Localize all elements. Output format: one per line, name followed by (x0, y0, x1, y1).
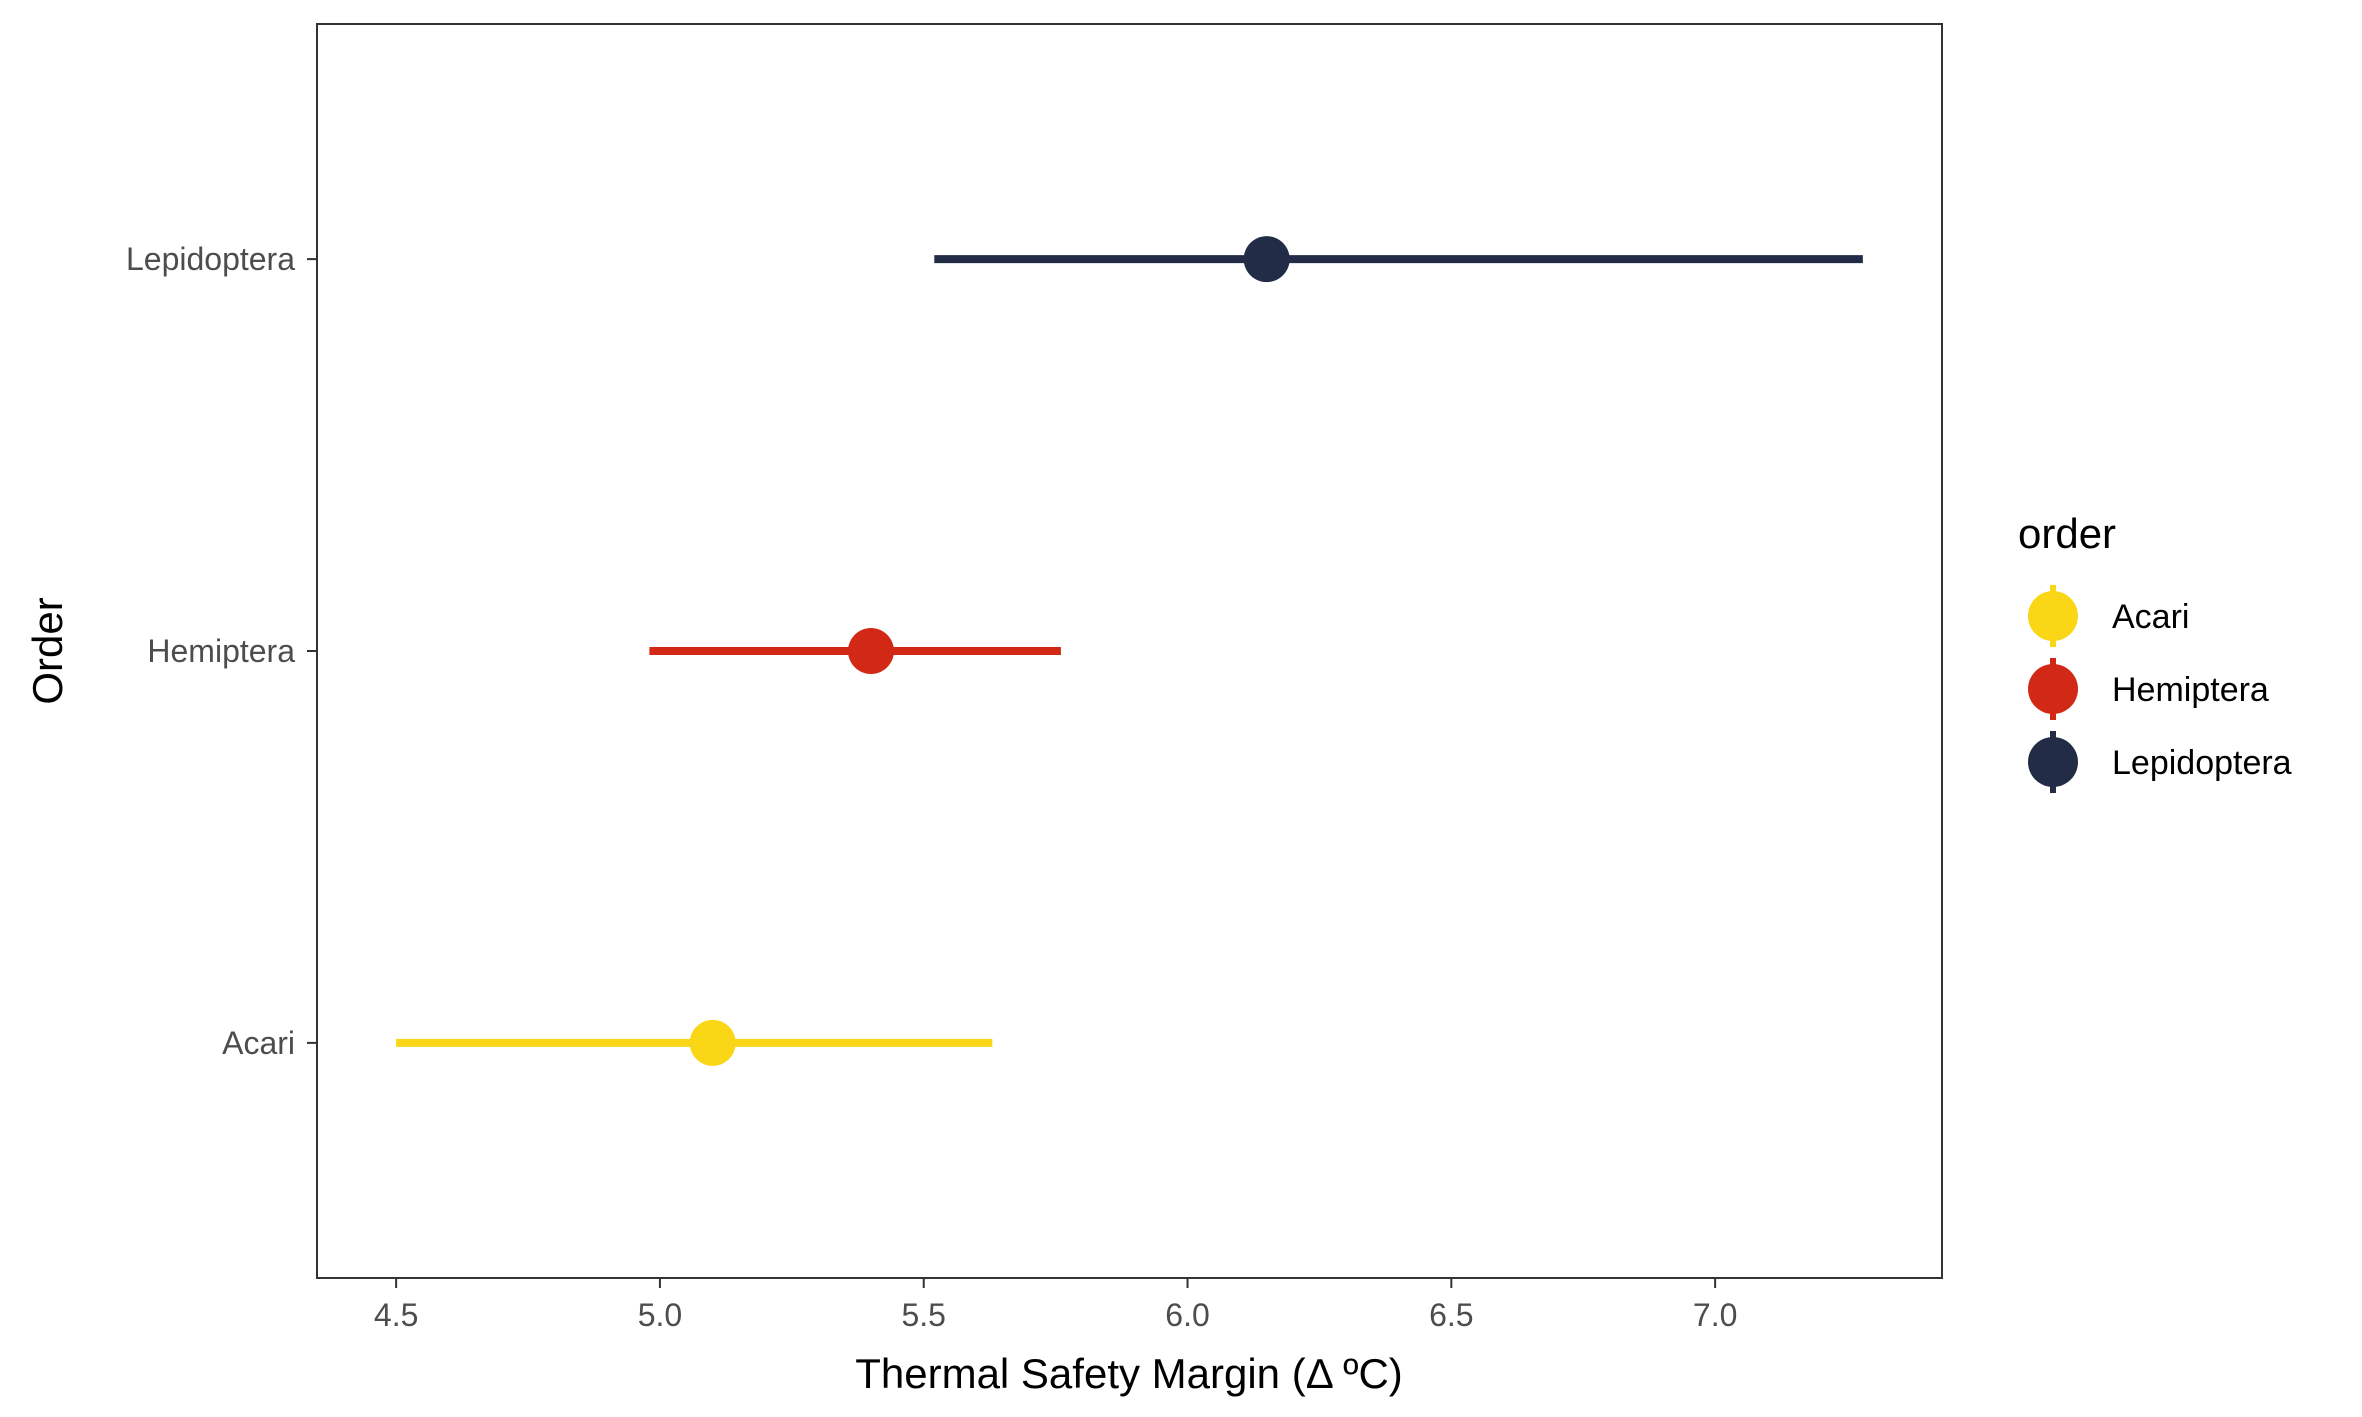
legend-entries: Acari Hemiptera Lepidoptera (2028, 585, 2292, 793)
point-lepidoptera (1243, 236, 1290, 283)
y-axis-title: Order (24, 597, 71, 704)
x-tick-label: 4.5 (374, 1297, 418, 1333)
legend: order Acari Hemiptera Lepidoptera (2018, 510, 2292, 793)
legend-key-point (2028, 737, 2078, 787)
x-tick-label: 5.5 (901, 1297, 945, 1333)
legend-key-point (2028, 591, 2078, 641)
x-axis: 4.5 5.0 5.5 6.0 6.5 7.0 (374, 1278, 1737, 1333)
legend-label: Hemiptera (2112, 671, 2269, 709)
x-tick-label: 6.5 (1429, 1297, 1473, 1333)
panel-border (316, 23, 1943, 1279)
y-tick-label: Lepidoptera (126, 241, 295, 277)
point-acari (689, 1019, 736, 1066)
data-marks (396, 236, 1863, 1066)
x-tick-label: 6.0 (1165, 1297, 1209, 1333)
x-tick-label: 5.0 (638, 1297, 682, 1333)
point-hemiptera (847, 628, 894, 674)
legend-label: Lepidoptera (2112, 744, 2292, 782)
legend-label: Acari (2112, 598, 2189, 636)
y-tick-label: Hemiptera (147, 633, 295, 669)
y-axis: Acari Hemiptera Lepidoptera (126, 241, 317, 1061)
x-axis-title: Thermal Safety Margin (Δ ºC) (855, 1350, 1403, 1397)
legend-title: order (2018, 510, 2116, 557)
legend-key-point (2028, 664, 2078, 714)
x-tick-label: 7.0 (1693, 1297, 1737, 1333)
y-tick-label: Acari (222, 1025, 295, 1061)
